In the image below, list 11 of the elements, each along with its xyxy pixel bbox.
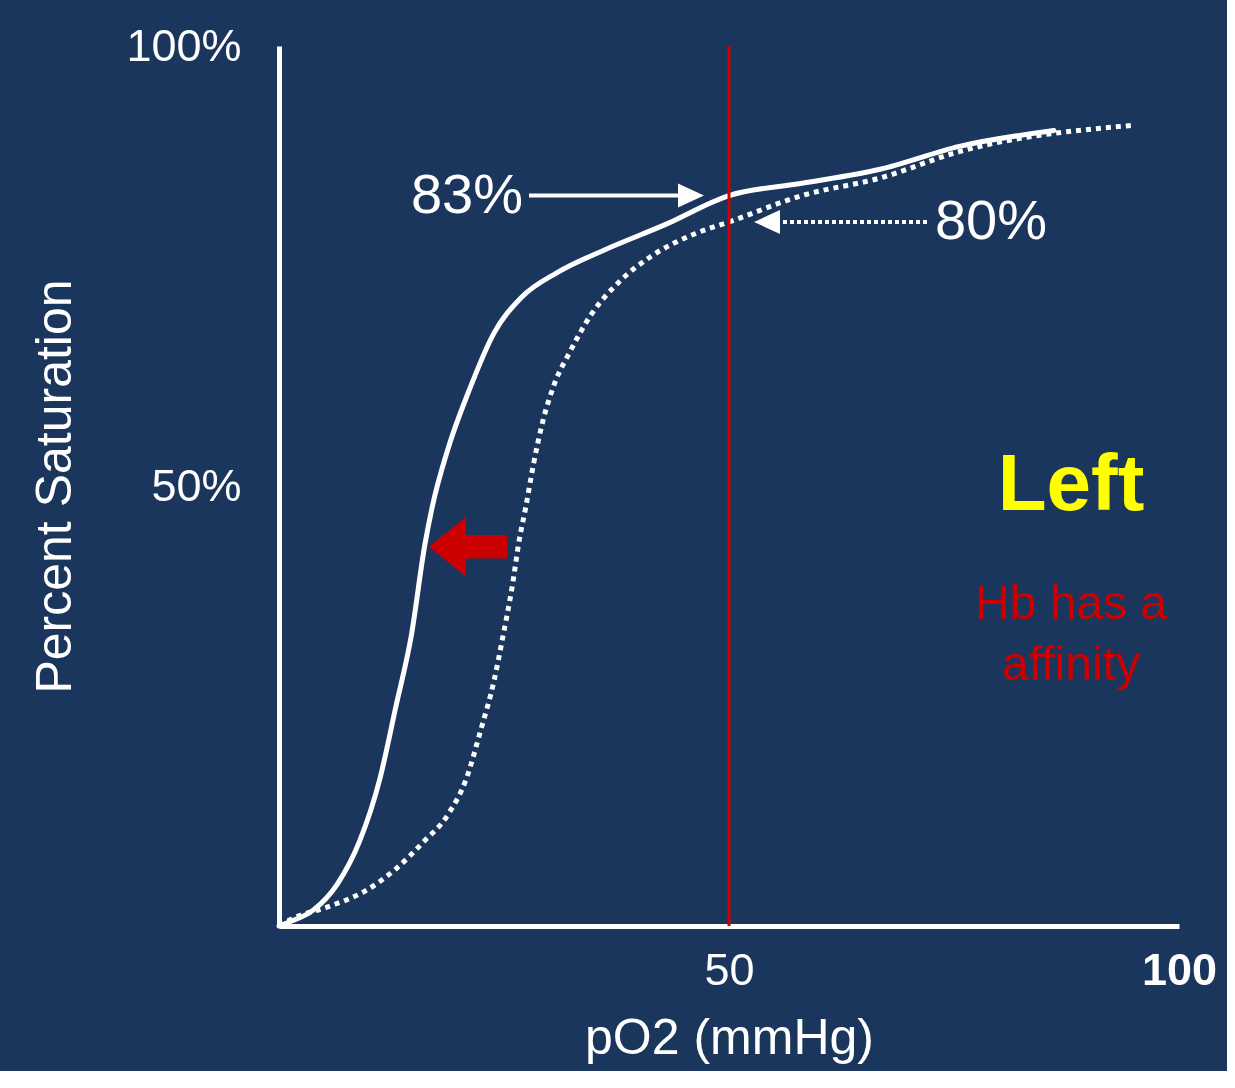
x-axis-title: pO2 (mmHg) — [585, 1008, 874, 1065]
annotation: 83% — [410, 161, 524, 225]
annotation: Left — [997, 438, 1145, 527]
y-axis-title: Percent Saturation — [26, 279, 83, 694]
y-tick-label: 50% — [151, 459, 242, 511]
annotation: affinity — [1002, 637, 1140, 691]
y-tick-label: 100% — [126, 19, 242, 71]
annotation: 80% — [934, 188, 1048, 251]
annotation: Hb has a — [974, 575, 1168, 629]
x-tick-label: 100 — [1141, 943, 1218, 995]
x-tick-label: 50 — [704, 943, 755, 995]
